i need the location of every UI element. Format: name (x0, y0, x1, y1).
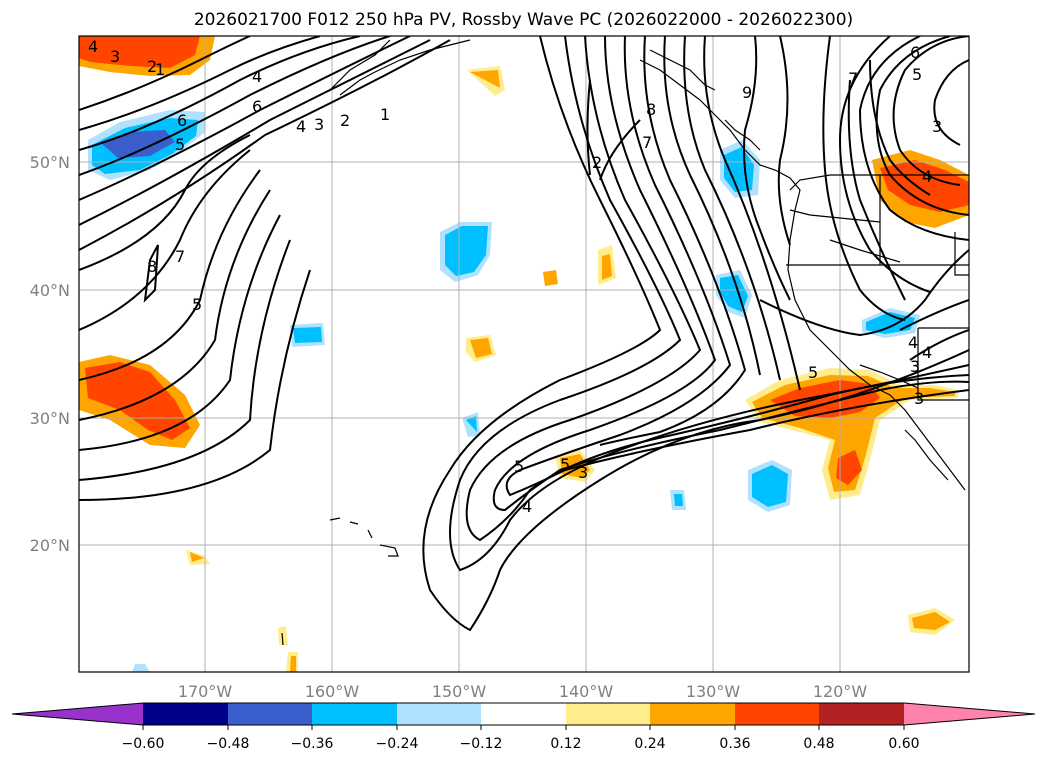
contour-label: 2 (592, 153, 602, 172)
colorbar-tick: −0.12 (460, 736, 503, 752)
pv-contours (79, 36, 969, 632)
contour-label: 6 (177, 111, 187, 130)
contour-label: 6 (910, 43, 920, 62)
contour-label: 4 (252, 67, 262, 86)
lon-label: 160°W (305, 682, 360, 701)
contour-labels: 1 2 3 4 4 6 7 8 5 1 2 3 4 5 6 7 8 9 7 6 … (88, 37, 942, 516)
colorbar-tick: 0.36 (719, 736, 750, 752)
contour-label: 7 (175, 247, 185, 266)
lat-label: 20°N (30, 536, 70, 555)
colorbar-tick: −0.36 (291, 736, 334, 752)
colorbar: −0.60 −0.48 −0.36 −0.24 −0.12 0.12 0.24 … (11, 702, 1036, 752)
contour-label: 1 (380, 105, 390, 124)
colorbar-tick: −0.24 (376, 736, 419, 752)
contour-label: 3 (578, 463, 588, 482)
contour-label: 4 (922, 343, 932, 362)
plot-area (79, 36, 969, 672)
contour-label: 7 (642, 133, 652, 152)
map-title: 2026021700 F012 250 hPa PV, Rossby Wave … (193, 10, 854, 30)
colorbar-segment (650, 703, 735, 725)
contour-label: 5 (560, 455, 570, 474)
lon-label: 170°W (178, 682, 233, 701)
colorbar-tick: −0.48 (207, 736, 250, 752)
contour-label: 4 (922, 167, 932, 186)
lat-label: 40°N (30, 281, 70, 300)
plot-frame (78, 35, 970, 673)
colorbar-segment (397, 703, 481, 725)
contour-label: 4 (296, 117, 306, 136)
colorbar-extend-low (12, 703, 143, 725)
colorbar-segment (819, 703, 904, 725)
lon-label: 120°W (813, 682, 868, 701)
contour-label: 3 (932, 117, 942, 136)
contour-label: 3 (914, 389, 924, 408)
colorbar-segment (143, 703, 228, 725)
colorbar-extend-high (904, 703, 1035, 725)
contour-label: 3 (110, 47, 120, 66)
lat-axis: 50°N 40°N 30°N 20°N (30, 153, 70, 555)
lon-label: 150°W (432, 682, 487, 701)
contour-label: 9 (742, 83, 752, 102)
contour-label: 3 (314, 115, 324, 134)
lat-label: 50°N (30, 153, 70, 172)
colorbar-segment (735, 703, 819, 725)
colorbar-segment (481, 703, 566, 725)
colorbar-tick: 0.12 (550, 736, 581, 752)
contour-label: 2 (340, 111, 350, 130)
contour-label: 4 (522, 497, 532, 516)
contour-label: 1 (155, 60, 165, 79)
colorbar-tick: 0.60 (888, 736, 919, 752)
colorbar-segment (566, 703, 650, 725)
lon-axis: 170°W 160°W 150°W 140°W 130°W 120°W (178, 682, 868, 701)
contour-label: 5 (192, 295, 202, 314)
contour-label: 6 (252, 97, 262, 116)
colorbar-segment (312, 703, 397, 725)
colorbar-tick: 0.48 (803, 736, 834, 752)
lon-label: 140°W (559, 682, 614, 701)
lon-label: 130°W (686, 682, 741, 701)
contour-label: 5 (175, 135, 185, 154)
contour-label: 7 (848, 69, 858, 88)
contour-label: 5 (514, 457, 524, 476)
contour-label: 5 (808, 363, 818, 382)
lat-label: 30°N (30, 409, 70, 428)
colorbar-tick: 0.24 (634, 736, 665, 752)
colorbar-tick: −0.60 (122, 736, 165, 752)
contour-label: 3 (910, 357, 920, 376)
contour-label: 4 (908, 333, 918, 352)
contour-label: 2 (147, 57, 157, 76)
colorbar-segment (228, 703, 312, 725)
contour-label: 8 (147, 257, 157, 276)
contour-label: 5 (912, 65, 922, 84)
contour-label: 4 (88, 37, 98, 56)
contour-label: 8 (646, 100, 656, 119)
